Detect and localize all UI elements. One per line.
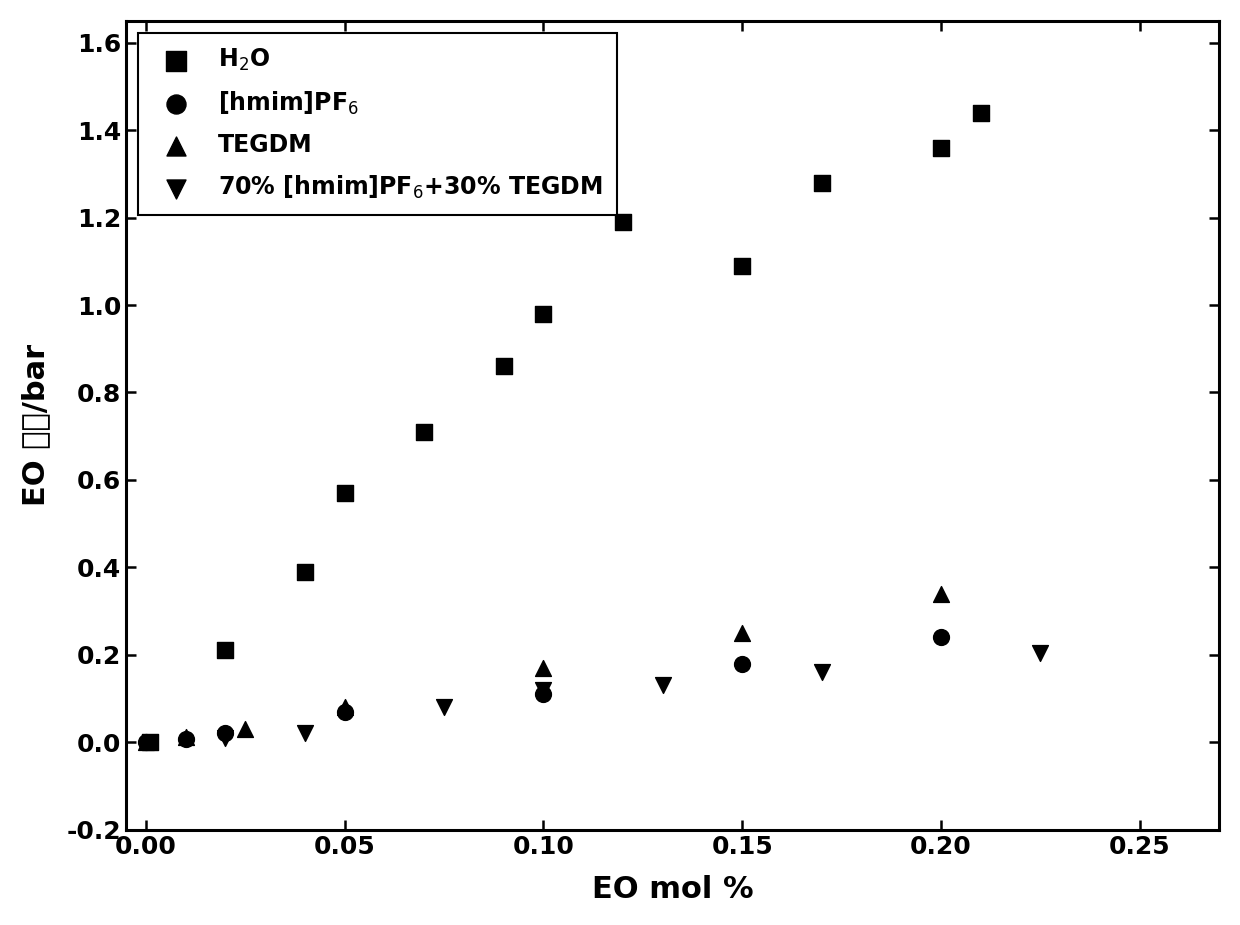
70% [hmim]PF$_6$+30% TEGDM	[1030, 645, 1050, 660]
TEGDM	[533, 660, 553, 675]
H$_2$O	[414, 425, 434, 439]
TEGDM	[733, 625, 753, 640]
H$_2$O	[494, 359, 513, 374]
TEGDM	[335, 700, 355, 715]
[hmim]PF$_6$	[733, 656, 753, 671]
Y-axis label: EO 压力/bar: EO 压力/bar	[21, 344, 50, 506]
TEGDM	[236, 722, 255, 736]
[hmim]PF$_6$	[176, 732, 196, 746]
70% [hmim]PF$_6$+30% TEGDM	[295, 726, 315, 741]
H$_2$O	[971, 105, 991, 120]
TEGDM	[931, 586, 951, 601]
[hmim]PF$_6$	[216, 726, 236, 741]
H$_2$O	[613, 215, 632, 229]
[hmim]PF$_6$	[533, 686, 553, 701]
H$_2$O	[335, 486, 355, 500]
70% [hmim]PF$_6$+30% TEGDM	[216, 731, 236, 746]
TEGDM	[136, 734, 156, 749]
[hmim]PF$_6$	[136, 734, 156, 749]
X-axis label: EO mol %: EO mol %	[591, 875, 754, 904]
70% [hmim]PF$_6$+30% TEGDM	[652, 678, 672, 693]
70% [hmim]PF$_6$+30% TEGDM	[812, 665, 832, 680]
H$_2$O	[733, 258, 753, 273]
Legend: H$_2$O, [hmim]PF$_6$, TEGDM, 70% [hmim]PF$_6$+30% TEGDM: H$_2$O, [hmim]PF$_6$, TEGDM, 70% [hmim]P…	[138, 32, 616, 216]
70% [hmim]PF$_6$+30% TEGDM	[533, 683, 553, 697]
TEGDM	[176, 730, 196, 745]
H$_2$O	[533, 306, 553, 321]
H$_2$O	[812, 175, 832, 190]
[hmim]PF$_6$	[335, 704, 355, 719]
H$_2$O	[295, 564, 315, 579]
H$_2$O	[216, 643, 236, 658]
[hmim]PF$_6$	[931, 630, 951, 645]
H$_2$O	[140, 734, 160, 749]
H$_2$O	[931, 141, 951, 155]
70% [hmim]PF$_6$+30% TEGDM	[434, 700, 454, 715]
